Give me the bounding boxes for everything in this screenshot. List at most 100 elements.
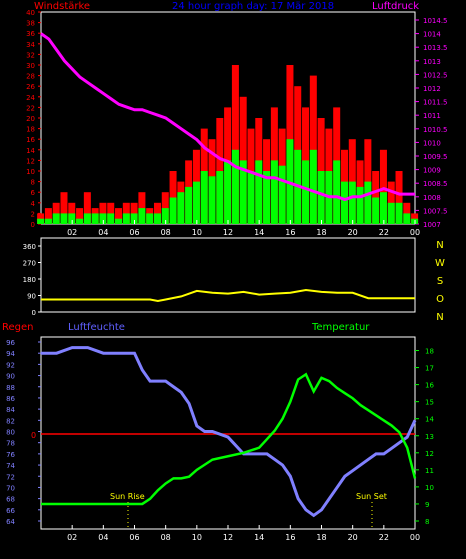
wind-tick-label: 14 [26, 147, 35, 155]
wind-gust-bar [83, 192, 91, 224]
direction-tick-label: 90 [27, 293, 36, 301]
pressure-tick-label: 1007.5 [423, 207, 448, 215]
wind-tick-label: 4 [31, 200, 36, 208]
wind-tick-label: 26 [26, 83, 35, 91]
humidity-tick-label: 94 [6, 350, 15, 358]
humidity-tick-label: 82 [6, 417, 15, 425]
pressure-tick-label: 1007 [423, 221, 441, 229]
direction-tick-label: 0 [32, 309, 36, 317]
x-tick-label: 04 [98, 228, 108, 237]
wind-average-bar [333, 160, 341, 224]
humidity-title: Luftfeuchte [68, 322, 125, 333]
wind-gust-bar [76, 208, 84, 224]
sunset-label: Sun Set [356, 492, 387, 501]
wind-tick-label: 0 [31, 221, 35, 229]
pressure-tick-label: 1013 [423, 58, 441, 66]
pressure-y-ticks: 1007 1007.5 1008 1008.5 1009 1009.5 1010 1010.5… [415, 17, 448, 229]
wind-tick-label: 12 [26, 157, 35, 165]
wind-average-bar [216, 171, 224, 224]
wind-average-bar [340, 181, 348, 224]
humidity-tick-label: 84 [6, 406, 15, 414]
x-tick-label: 12 [223, 533, 233, 542]
wind-average-bar [372, 197, 380, 224]
wind-average-bar [278, 165, 286, 224]
wind-average-bar [356, 186, 364, 224]
wind-average-bar [146, 213, 154, 224]
humidity-tick-label: 66 [6, 507, 15, 515]
wind-average-bar [192, 181, 200, 224]
pressure-tick-label: 1014.5 [423, 17, 448, 25]
temperature-tick-label: 10 [425, 484, 434, 492]
wind-average-bar [302, 160, 310, 224]
rain-title: Regen [2, 322, 34, 333]
wind-average-bar [130, 213, 138, 224]
wind-average-bar [138, 208, 146, 224]
x-tick-label: 22 [379, 228, 389, 237]
wind-tick-label: 6 [31, 189, 36, 197]
temperature-tick-label: 13 [425, 433, 434, 441]
temperature-y-ticks: 8 9 10 11 12 13 14 15 16 17 18 [415, 348, 434, 526]
temperature-tick-label: 14 [425, 416, 434, 424]
wind-gust-bar [395, 171, 403, 224]
humidity-tick-label: 76 [6, 451, 15, 459]
temperature-line [41, 372, 417, 506]
pressure-tick-label: 1012.5 [423, 71, 448, 79]
humidity-tick-label: 78 [6, 440, 15, 448]
compass-label: W [435, 258, 445, 269]
wind-tick-label: 32 [26, 51, 35, 59]
humidity-line [41, 346, 417, 518]
wind-tick-label: 8 [31, 179, 35, 187]
wind-average-bar [37, 218, 45, 224]
direction-tick-label: 180 [23, 276, 36, 284]
sunrise-label: Sun Rise [110, 492, 145, 501]
pressure-tick-label: 1011.5 [423, 99, 448, 107]
wind-tick-label: 10 [26, 168, 35, 176]
x-tick-label: 14 [254, 533, 264, 542]
humidity-tick-label: 88 [6, 384, 15, 392]
humidity-tick-label: 64 [6, 518, 15, 526]
wind-average-bar [255, 160, 263, 224]
wind-average-bar [395, 202, 403, 224]
compass-label: N [436, 312, 443, 323]
wind-average-bar [364, 181, 372, 224]
pressure-tick-label: 1010 [423, 139, 441, 147]
x-tick-label: 16 [285, 533, 295, 542]
x-tick-label: 06 [129, 533, 139, 542]
temperature-tick-label: 18 [425, 348, 434, 356]
wind-tick-label: 28 [26, 73, 35, 81]
wind-gust-bar [231, 65, 239, 224]
x-tick-label: 18 [316, 228, 326, 237]
wind-average-bar [115, 218, 123, 224]
wind-average-bar [348, 181, 356, 224]
x-tick-label: 02 [67, 228, 77, 237]
direction-tick-label: 270 [23, 260, 36, 268]
wind-average-bar [44, 218, 52, 224]
pressure-tick-label: 1009 [423, 167, 441, 175]
wind-direction-line [41, 288, 415, 303]
pressure-tick-label: 1014 [423, 31, 441, 39]
wind-average-bar [91, 213, 99, 224]
wind-average-bar [403, 213, 411, 224]
pressure-title: Luftdruck [372, 1, 419, 12]
x-tick-label: 08 [161, 228, 171, 237]
temperature-tick-label: 17 [425, 365, 434, 373]
wind-average-bar [177, 192, 185, 224]
direction-y-ticks: 0 90 180 270 360 [23, 243, 41, 317]
wind-average-bar [270, 160, 278, 224]
humidity-tick-label: 96 [6, 339, 15, 347]
wind-average-bar [153, 213, 161, 224]
wind-gust-bar [115, 208, 123, 224]
wind-average-bar [76, 218, 84, 224]
temperature-tick-label: 16 [425, 382, 434, 390]
humidity-tick-label: 72 [6, 473, 15, 481]
humidity-y-ticks: 64 66 68 70 72 74 76 78 80 82 84 86 88 90 92 94 96 [6, 339, 41, 526]
wind-average-bar [239, 160, 247, 224]
wind-average-bar [387, 202, 395, 224]
humidity-tick-label: 92 [6, 361, 15, 369]
graph-day-title: 24 hour graph day: 17 Mär 2018 [172, 1, 334, 12]
wind-average-bar [208, 176, 216, 224]
x-tick-label: 20 [348, 533, 358, 542]
wind-average-bar [99, 213, 107, 224]
